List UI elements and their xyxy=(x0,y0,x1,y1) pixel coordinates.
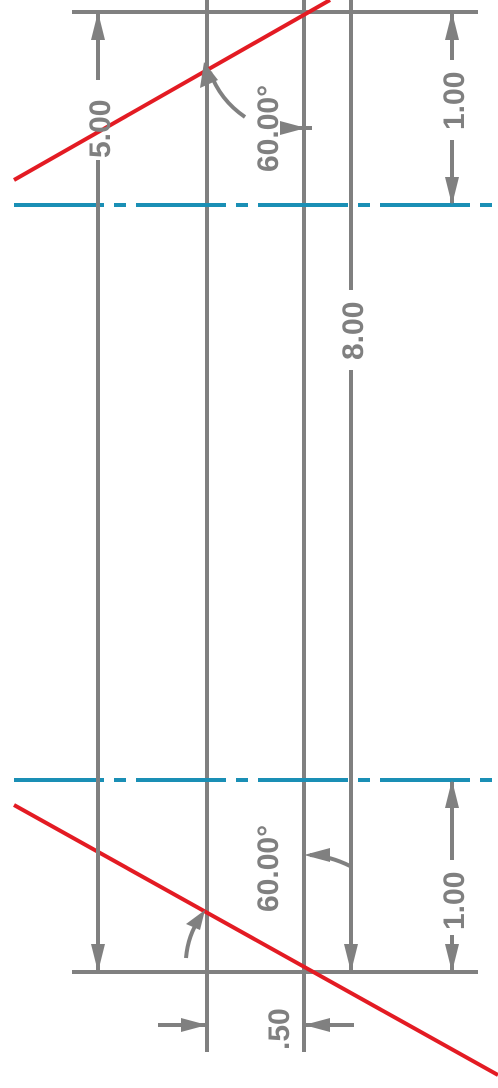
angle-bottom-60-text: 60.00° xyxy=(252,825,285,912)
dimension-thickness-text: .50 xyxy=(263,1008,296,1050)
dimension-5-00: 5.00 xyxy=(84,12,117,972)
dimension-top-1-00: 1.00 xyxy=(438,12,471,205)
dimension-top-1-00-text: 1.00 xyxy=(438,72,471,130)
dimension-8-00: 8.00 xyxy=(337,0,370,972)
angle-top-60: 60.00° xyxy=(200,62,312,172)
dimension-thickness: .50 xyxy=(158,1008,354,1050)
dimension-bottom-1-00: 1.00 xyxy=(438,780,471,972)
dimension-5-00-text: 5.00 xyxy=(84,100,117,158)
angle-top-60-text: 60.00° xyxy=(252,85,285,172)
dimension-8-00-text: 8.00 xyxy=(337,302,370,360)
angle-bottom-60: 60.00° xyxy=(184,825,351,959)
top-cut-line xyxy=(13,0,331,182)
dimension-bottom-1-00-text: 1.00 xyxy=(438,872,471,930)
bottom-cut-line xyxy=(13,803,498,1077)
